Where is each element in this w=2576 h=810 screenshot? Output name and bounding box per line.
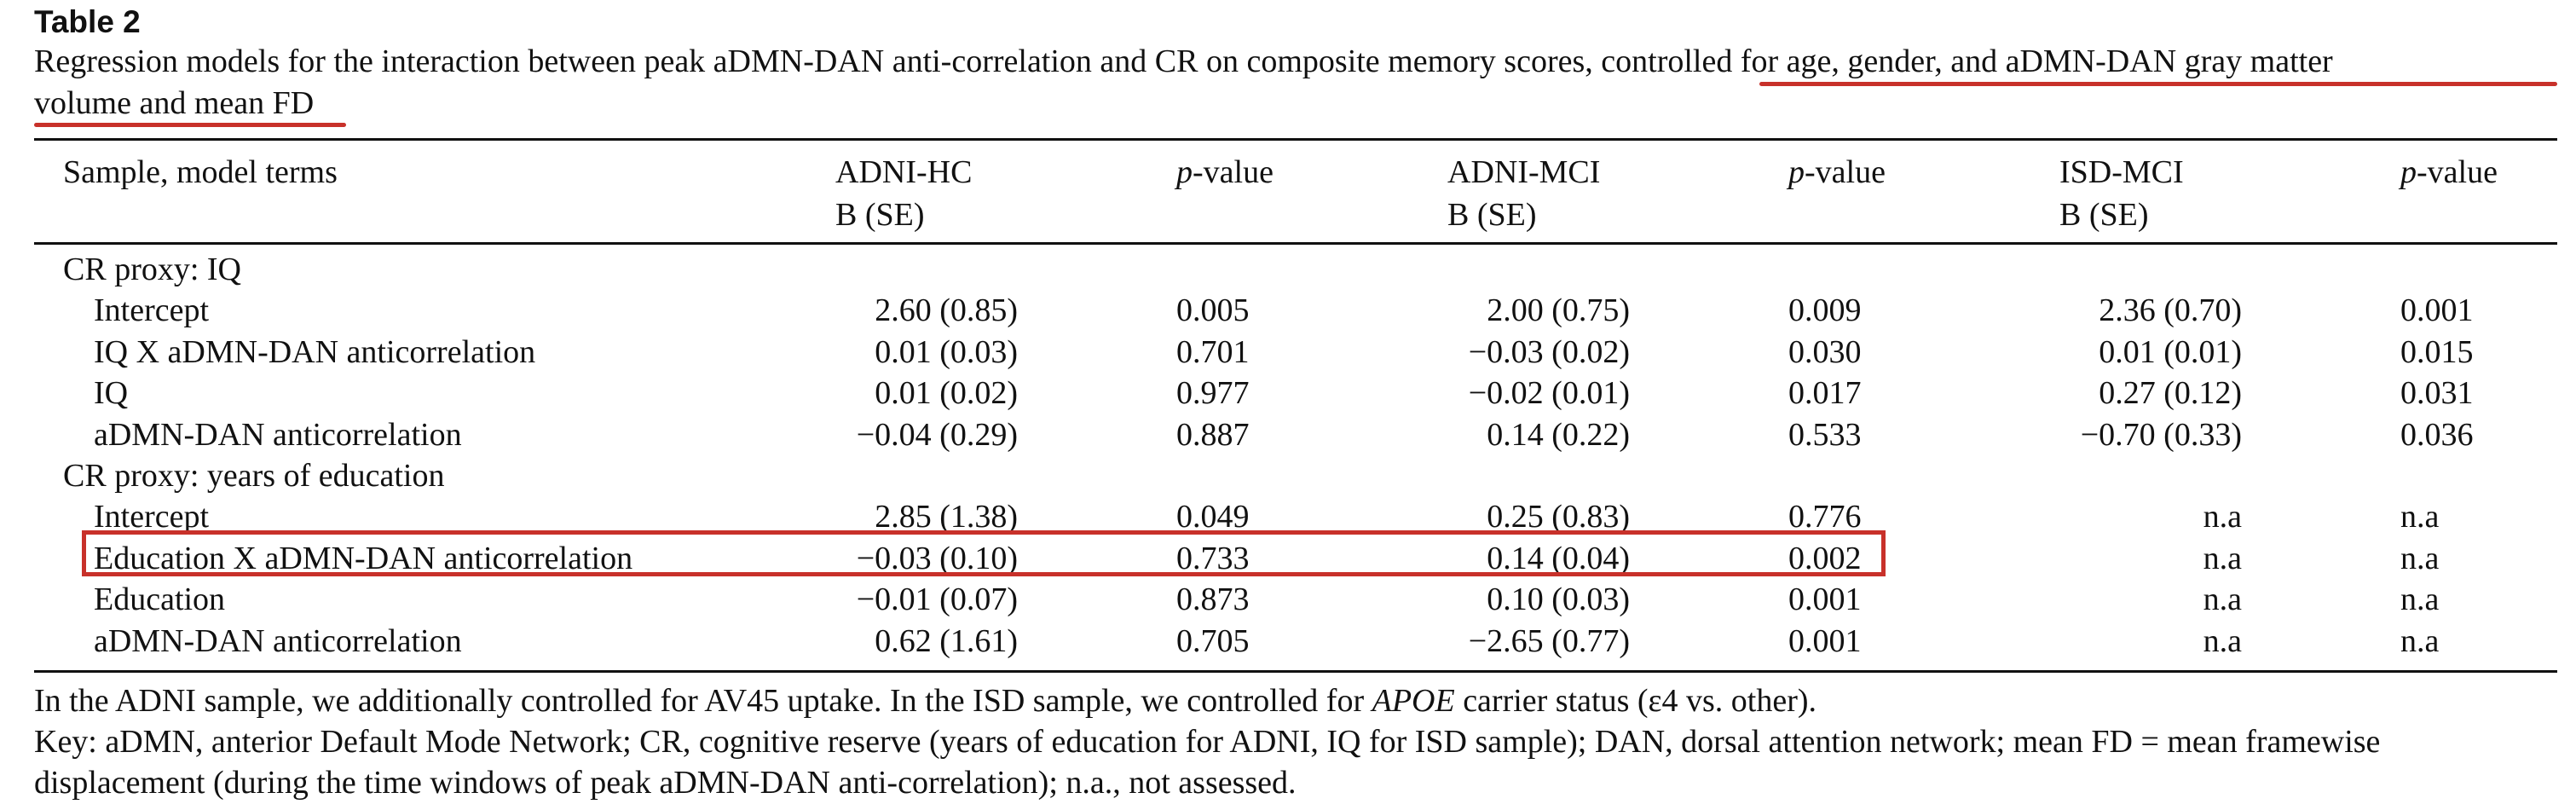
cell-hc-b: −0.04 (0.29) xyxy=(856,416,1018,453)
section-heading: CR proxy: IQ xyxy=(63,252,241,287)
section-heading: CR proxy: years of education xyxy=(63,458,445,494)
model-term: aDMN-DAN anticorrelation xyxy=(94,622,462,659)
cell-isd-b: n.a xyxy=(2203,499,2242,535)
cell-isd-b: 2.36 (0.70) xyxy=(2099,292,2242,329)
cell-hc-b: 0.62 (1.61) xyxy=(875,622,1018,659)
footnote-1-text-end: carrier status (ε4 vs. other). xyxy=(1454,683,1816,719)
cell-mci-b: −2.65 (0.77) xyxy=(1468,622,1630,659)
header-adni-mci-pvalue: p-value xyxy=(1788,152,1886,193)
p-letter: p xyxy=(1176,154,1193,190)
cell-isd-b: n.a xyxy=(2203,540,2242,576)
footnote-1: In the ADNI sample, we additionally cont… xyxy=(34,680,2557,721)
caption-highlighted-text-cont: volume and mean FD xyxy=(34,85,315,121)
cell-mci-b: −0.03 (0.02) xyxy=(1468,333,1630,370)
cell-isd-p: n.a xyxy=(2400,499,2440,535)
header-sample-model-terms: Sample, model terms xyxy=(63,154,338,190)
cell-mci-p: 0.001 xyxy=(1788,622,1862,659)
model-term: IQ xyxy=(94,375,129,412)
caption-highlighted-text: controlled for age, gender, and aDMN-DAN… xyxy=(1601,43,2333,79)
model-term: aDMN-DAN anticorrelation xyxy=(94,416,462,453)
cell-mci-p: 0.017 xyxy=(1788,375,1862,412)
header-adni-hc: ADNI-HC xyxy=(835,154,973,190)
cell-mci-p: 0.776 xyxy=(1788,499,1862,535)
cell-isd-p: n.a xyxy=(2400,581,2440,618)
cell-isd-b: −0.70 (0.33) xyxy=(2080,416,2242,453)
cell-mci-b: 0.10 (0.03) xyxy=(1487,581,1630,618)
cell-mci-b: 2.00 (0.75) xyxy=(1487,292,1630,329)
cell-isd-b: n.a xyxy=(2203,581,2242,618)
cell-hc-b: −0.01 (0.07) xyxy=(856,581,1018,618)
caption-line-2: volume and mean FD xyxy=(34,83,2557,124)
cell-hc-p: 0.977 xyxy=(1176,375,1250,412)
cell-mci-p: 0.002 xyxy=(1788,540,1862,576)
cell-mci-b: −0.02 (0.01) xyxy=(1468,375,1630,412)
cell-hc-p: 0.049 xyxy=(1176,499,1250,535)
cell-isd-b: 0.27 (0.12) xyxy=(2099,375,2242,412)
cell-isd-p: n.a xyxy=(2400,540,2440,576)
header-adni-hc-pvalue: p-value xyxy=(1176,152,1274,193)
header-adni-mci: ADNI-MCI xyxy=(1447,154,1601,190)
cell-mci-p: 0.009 xyxy=(1788,292,1862,329)
model-term: Education X aDMN-DAN anticorrelation xyxy=(94,540,633,576)
header-rule xyxy=(34,242,2557,245)
p-suffix: -value xyxy=(1805,154,1886,190)
caption-line-1: Regression models for the interaction be… xyxy=(34,41,2557,83)
bottom-rule xyxy=(34,670,2557,673)
header-isd-mci-bse: B (SE) xyxy=(2059,197,2149,233)
cell-mci-p: 0.533 xyxy=(1788,416,1862,453)
cell-isd-p: 0.001 xyxy=(2400,292,2474,329)
cell-hc-b: 2.60 (0.85) xyxy=(875,292,1018,329)
header-isd-mci-pvalue: p-value xyxy=(2400,152,2498,193)
model-term: IQ X aDMN-DAN anticorrelation xyxy=(94,333,536,370)
cell-mci-b: 0.25 (0.83) xyxy=(1487,499,1630,535)
p-suffix: -value xyxy=(1193,154,1274,190)
caption-underline-annotation-2 xyxy=(34,123,346,127)
cell-isd-p: 0.015 xyxy=(2400,333,2474,370)
cell-hc-p: 0.701 xyxy=(1176,333,1250,370)
cell-isd-p: 0.031 xyxy=(2400,375,2474,412)
cell-mci-b: 0.14 (0.04) xyxy=(1487,540,1630,576)
cell-hc-b: 0.01 (0.03) xyxy=(875,333,1018,370)
footnote-1-text: In the ADNI sample, we additionally cont… xyxy=(34,683,1372,719)
caption-underline-annotation xyxy=(1759,82,2557,86)
model-term: Intercept xyxy=(94,292,210,329)
cell-hc-p: 0.705 xyxy=(1176,622,1250,659)
cell-hc-p: 0.005 xyxy=(1176,292,1250,329)
footnote-key-line-2: displacement (during the time windows of… xyxy=(34,765,1297,801)
row-highlight-box-annotation xyxy=(82,530,1886,576)
table-caption: Regression models for the interaction be… xyxy=(34,41,2557,124)
cell-mci-p: 0.001 xyxy=(1788,581,1862,618)
footnote-1-gene: APOE xyxy=(1372,683,1455,719)
top-rule xyxy=(34,138,2557,141)
cell-isd-b: 0.01 (0.01) xyxy=(2099,333,2242,370)
cell-isd-p: n.a xyxy=(2400,622,2440,659)
cell-mci-b: 0.14 (0.22) xyxy=(1487,416,1630,453)
cell-isd-p: 0.036 xyxy=(2400,416,2474,453)
cell-mci-p: 0.030 xyxy=(1788,333,1862,370)
cell-hc-b: 2.85 (1.38) xyxy=(875,499,1018,535)
header-adni-hc-bse: B (SE) xyxy=(835,197,925,233)
cell-hc-b: −0.03 (0.10) xyxy=(856,540,1018,576)
table-label: Table 2 xyxy=(34,4,141,39)
cell-hc-b: 0.01 (0.02) xyxy=(875,375,1018,412)
header-isd-mci: ISD-MCI xyxy=(2059,154,2184,190)
cell-hc-p: 0.733 xyxy=(1176,540,1250,576)
model-term: Education xyxy=(94,581,226,618)
header-adni-mci-bse: B (SE) xyxy=(1447,197,1537,233)
cell-hc-p: 0.887 xyxy=(1176,416,1250,453)
cell-hc-p: 0.873 xyxy=(1176,581,1250,618)
footnote-key-line-1: Key: aDMN, anterior Default Mode Network… xyxy=(34,724,2381,760)
model-term: Intercept xyxy=(94,499,210,535)
cell-isd-b: n.a xyxy=(2203,622,2242,659)
p-letter: p xyxy=(1788,154,1805,190)
caption-text: Regression models for the interaction be… xyxy=(34,43,1602,79)
p-suffix: -value xyxy=(2417,154,2498,190)
p-letter: p xyxy=(2400,154,2417,190)
